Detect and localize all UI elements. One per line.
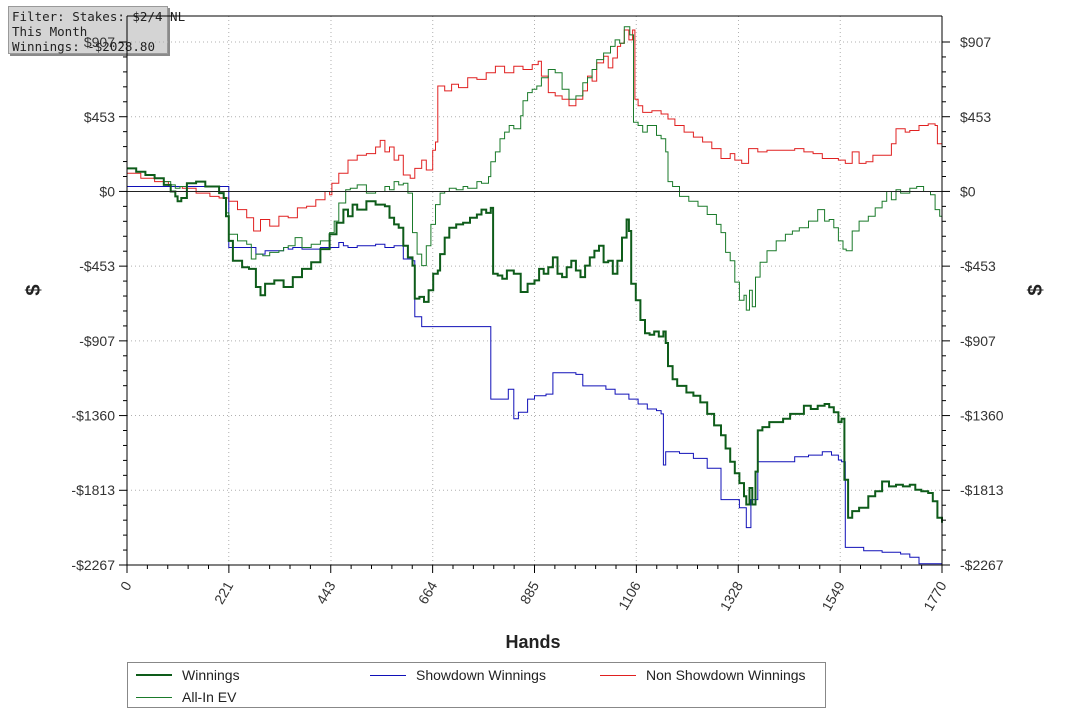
x-tick-label: 443 [313,578,339,606]
y-tick-label-right: $907 [960,34,991,50]
legend-item-non-showdown: Non Showdown Winnings [600,667,806,683]
series-line-winnings [127,167,943,523]
y-tick-label-left: $453 [84,109,115,125]
legend-swatch-non-showdown [600,674,636,676]
x-tick-label: 885 [517,578,543,606]
y-axis-label-right: $ [1025,284,1047,295]
series-line-all-in-ev [127,26,943,311]
y-tick-label-right: -$2267 [960,557,1004,573]
y-tick-label-right: $453 [960,109,991,125]
legend-label-non-showdown: Non Showdown Winnings [646,667,806,683]
filter-text: Filter: Stakes: $2/4 NL [12,9,186,24]
x-tick-label: 221 [211,578,237,606]
y-tick-label-right: -$907 [960,333,996,349]
y-tick-label-left: -$2267 [71,557,115,573]
y-axis-label-left: $ [23,284,45,295]
winnings-total-text: Winnings: -$2028.80 [12,39,155,54]
x-tick-label: 1770 [920,578,950,613]
series-line-showdown-winnings [127,186,943,565]
chart-legend: Winnings Showdown Winnings Non Showdown … [127,662,826,708]
filter-info-box: Filter: Stakes: $2/4 NL This Month Winni… [8,6,186,54]
x-tick-label: 664 [415,578,441,606]
x-tick-label: 1549 [818,578,848,613]
legend-swatch-allin-ev [136,696,172,698]
y-tick-label-right: -$1813 [960,482,1004,498]
legend-label-allin-ev: All-In EV [182,689,237,705]
y-tick-label-left: -$907 [79,333,115,349]
legend-label-showdown: Showdown Winnings [416,667,546,683]
y-tick-label-left: -$1813 [71,482,115,498]
y-tick-label-left: $907 [84,34,115,50]
x-tick-label: 1106 [615,578,644,612]
period-text: This Month [12,24,88,39]
y-tick-label-left: $0 [99,183,115,199]
legend-item-winnings: Winnings [136,667,240,683]
series-line-non-showdown-winnings [127,29,943,232]
x-tick-label: 0 [117,578,135,593]
y-tick-label-right: $0 [960,183,976,199]
legend-item-allin-ev: All-In EV [136,689,236,705]
y-tick-label-right: -$453 [960,258,996,274]
y-tick-label-left: -$453 [79,258,115,274]
grid-lines [127,16,942,565]
legend-swatch-winnings [136,674,172,676]
x-axis-label: Hands [505,632,560,652]
legend-item-showdown: Showdown Winnings [370,667,546,683]
axes [119,15,950,573]
tick-labels: $907 $907 $453 $453 $0 $0 -$453 -$453 -$907 -$907… [71,34,1003,613]
y-tick-label-right: -$1360 [960,408,1004,424]
x-tick-label: 1328 [717,578,747,613]
y-tick-label-left: -$1360 [71,408,115,424]
series-lines [127,26,943,565]
legend-label-winnings: Winnings [182,667,240,683]
legend-swatch-showdown [370,674,406,676]
